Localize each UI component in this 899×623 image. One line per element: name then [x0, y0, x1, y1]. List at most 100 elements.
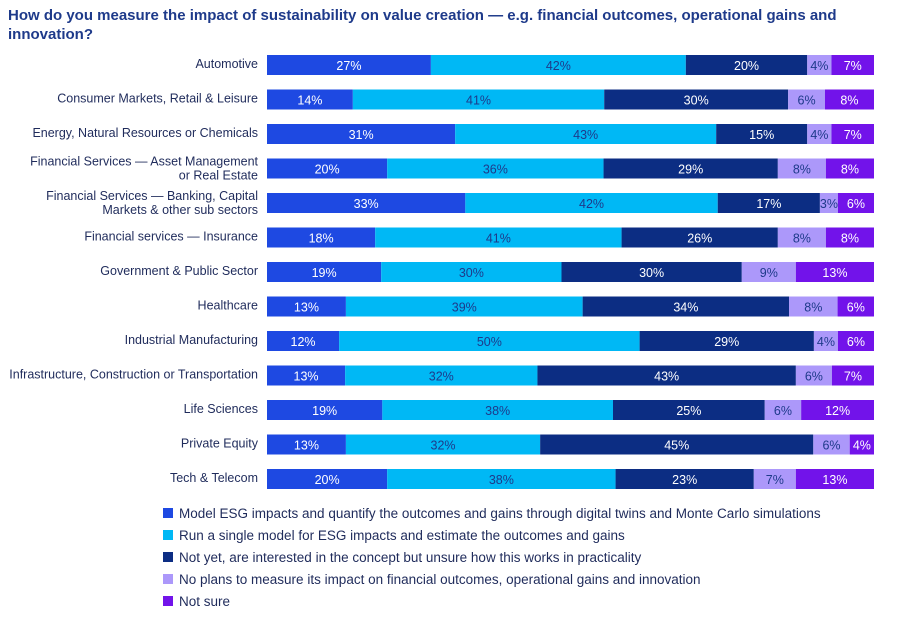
data-label: 34% [673, 301, 698, 315]
data-label: 17% [756, 197, 781, 211]
bars-layer: 27% 42% 20% 4% 7% 14% 41% 30% 6% 8% 31% 43% 15% 4% 7% 2… [267, 55, 874, 489]
data-label: 4% [810, 59, 828, 73]
bar-segment [825, 227, 874, 248]
category-label: Financial Services — Asset Management or … [30, 155, 258, 183]
data-label: 7% [844, 59, 862, 73]
legend-swatch [163, 508, 173, 518]
bar-segment [777, 158, 826, 179]
category-label: Infrastructure, Construction or Transpor… [9, 368, 258, 382]
data-label: 43% [654, 370, 679, 384]
bar-segment [465, 193, 718, 213]
data-label: 29% [714, 335, 739, 349]
bar-segment [795, 469, 874, 489]
data-label: 30% [639, 266, 664, 280]
category-label: Energy, Natural Resources or Chemicals [32, 126, 258, 140]
data-label: 12% [825, 404, 850, 418]
data-label: 31% [349, 128, 374, 142]
data-label: 6% [805, 370, 823, 384]
bar-segment [267, 262, 382, 282]
bar-segment [849, 434, 874, 455]
category-label: Tech & Telecom [170, 471, 258, 485]
data-label: 3% [820, 197, 838, 211]
bar-segment [716, 124, 808, 144]
bar-segment [819, 193, 838, 213]
bar-segment [807, 55, 832, 75]
bar-segment [267, 124, 456, 144]
data-label: 32% [431, 439, 456, 453]
legend-swatch [163, 596, 173, 606]
data-label: 42% [579, 197, 604, 211]
bar-segment [604, 89, 789, 110]
bar-segment [807, 124, 832, 144]
bar-segment [267, 89, 353, 110]
legend-entry: No plans to measure its impact on financ… [179, 572, 701, 587]
bar-segment [345, 365, 538, 386]
bar-segment [621, 227, 778, 248]
bar-segment [582, 296, 790, 317]
data-label: 20% [315, 163, 340, 177]
bar-segment [777, 227, 826, 248]
bar-segment [267, 400, 383, 420]
bar-segment [831, 55, 874, 75]
bar-segment [267, 227, 376, 248]
data-label: 4% [853, 439, 871, 453]
data-label: 15% [749, 128, 774, 142]
data-label: 4% [817, 335, 835, 349]
data-label: 4% [810, 128, 828, 142]
data-label: 6% [774, 404, 792, 418]
data-label: 25% [676, 404, 701, 418]
bar-segment [789, 296, 838, 317]
bar-segment [753, 469, 796, 489]
bar-segment [639, 331, 814, 351]
bar-segment [615, 469, 754, 489]
bar-segment [345, 296, 583, 317]
bar-segment [788, 89, 825, 110]
data-label: 7% [844, 128, 862, 142]
data-label: 8% [840, 94, 858, 108]
chart-title: How do you measure the impact of sustain… [8, 7, 837, 43]
bar-segment [382, 400, 613, 420]
bar-segment [603, 158, 778, 179]
bar-segment [837, 331, 874, 351]
data-label: 36% [483, 163, 508, 177]
data-label: 41% [466, 94, 491, 108]
data-label: 45% [664, 439, 689, 453]
legend-swatch [163, 530, 173, 540]
bar-segment [267, 331, 340, 351]
bar-segment [381, 262, 562, 282]
data-label: 8% [841, 163, 859, 177]
category-label: Consumer Markets, Retail & Leisure [57, 92, 258, 106]
data-label: 38% [489, 473, 514, 487]
bar-segment [455, 124, 717, 144]
legend-entry: Model ESG impacts and quantify the outco… [179, 506, 821, 521]
data-label: 6% [847, 301, 865, 315]
data-label: 42% [546, 59, 571, 73]
data-label: 20% [315, 473, 340, 487]
bar-segment [825, 158, 874, 179]
data-label: 39% [452, 301, 477, 315]
bar-segment [813, 331, 838, 351]
legend-entry: Not yet, are interested in the concept b… [179, 550, 641, 565]
data-label: 7% [844, 370, 862, 384]
data-label: 13% [822, 473, 847, 487]
bar-segment [267, 434, 346, 455]
legend-entry: Run a single model for ESG impacts and e… [179, 528, 625, 543]
bar-segment [795, 365, 832, 386]
bar-segment [387, 469, 616, 489]
bar-segment [387, 158, 604, 179]
data-label: 8% [841, 232, 859, 246]
category-labels: Automotive Consumer Markets, Retail & Lei… [9, 57, 258, 485]
bar-segment [267, 296, 346, 317]
legend-entry: Not sure [179, 594, 230, 609]
data-label: 13% [294, 301, 319, 315]
bar-segment [345, 434, 541, 455]
category-label: Private Equity [181, 437, 259, 451]
bar-segment [339, 331, 640, 351]
data-label: 8% [793, 163, 811, 177]
data-label: 12% [291, 335, 316, 349]
bar-segment [537, 365, 796, 386]
data-label: 23% [672, 473, 697, 487]
bar-segment [540, 434, 814, 455]
legend-swatch [163, 552, 173, 562]
